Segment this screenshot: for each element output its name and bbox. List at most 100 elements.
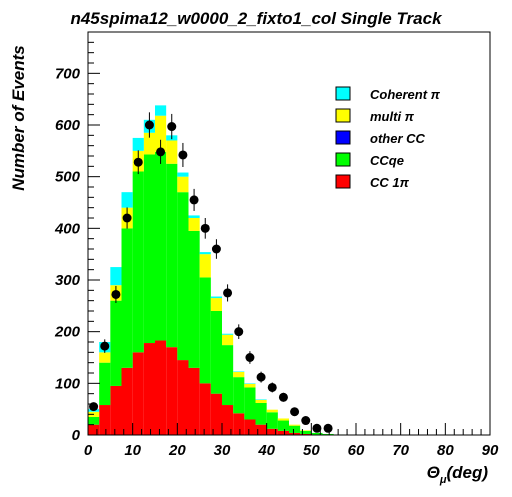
data-point <box>156 147 166 157</box>
bar-cc-1π-bin-0 <box>88 424 100 435</box>
x-axis-label: Θμ(deg) <box>427 463 489 486</box>
bar-cc-1π-bin-15 <box>255 424 267 435</box>
data-point <box>178 150 188 160</box>
data-point <box>133 157 143 167</box>
bar-ccqe-bin-18 <box>289 425 301 433</box>
bar-cc-1π-bin-7 <box>166 347 178 435</box>
bar-multi-π-bin-16 <box>266 409 278 413</box>
y-tick-label: 200 <box>54 324 81 341</box>
y-tick-label: 400 <box>54 220 81 237</box>
bar-multi-π-bin-6 <box>155 115 167 152</box>
x-tick-label: 80 <box>437 442 454 459</box>
bar-ccqe-bin-2 <box>110 300 122 386</box>
bar-ccqe-bin-6 <box>155 151 167 341</box>
x-tick-label: 30 <box>214 442 231 459</box>
bar-multi-π-bin-5 <box>143 132 155 155</box>
data-point <box>234 327 244 337</box>
legend-swatch <box>335 152 351 167</box>
bar-ccqe-bin-7 <box>166 163 178 348</box>
x-axis: 0 10 20 30 40 50 60 70 80 90 <box>84 423 499 459</box>
bar-coherent-π-bin-15 <box>255 399 267 400</box>
bar-ccqe-bin-16 <box>266 412 278 429</box>
bar-coherent-π-bin-8 <box>177 172 189 177</box>
data-point <box>223 288 233 298</box>
bar-multi-π-bin-10 <box>199 254 211 278</box>
bar-ccqe-bin-1 <box>99 362 111 406</box>
bar-cc-1π-bin-19 <box>300 433 312 435</box>
bars-group <box>88 105 345 435</box>
x-tick-label: 10 <box>124 442 141 459</box>
bar-cc-1π-bin-16 <box>266 428 278 435</box>
bar-coherent-π-bin-12 <box>222 333 234 335</box>
bar-multi-π-bin-18 <box>289 424 301 426</box>
bar-multi-π-bin-9 <box>188 218 200 231</box>
y-tick-label: 500 <box>55 169 81 186</box>
bar-ccqe-bin-12 <box>222 345 234 406</box>
bar-ccqe-bin-8 <box>177 192 189 361</box>
plot-frame <box>87 31 491 436</box>
bar-ccqe-bin-3 <box>121 228 133 368</box>
bar-cc-1π-bin-8 <box>177 360 189 435</box>
legend-label: CC 1π <box>370 175 410 190</box>
x-tick-label: 50 <box>303 442 320 459</box>
data-point <box>301 416 311 426</box>
x-tick-label: 60 <box>348 442 365 459</box>
data-point <box>189 195 199 205</box>
bar-coherent-π-bin-11 <box>210 296 222 299</box>
legend-label: other CC <box>370 131 426 146</box>
x-axis-label-mu: μ <box>439 474 447 486</box>
legend-label: multi π <box>370 109 415 124</box>
legend: Coherent π multi π other CC CCqe CC 1π <box>335 86 441 190</box>
bar-multi-π-bin-8 <box>177 176 189 193</box>
bar-ccqe-bin-14 <box>244 387 256 420</box>
bar-cc-1π-bin-1 <box>99 405 111 435</box>
bar-ccqe-bin-17 <box>277 420 289 431</box>
bar-coherent-π-bin-2 <box>110 267 122 286</box>
data-point <box>245 353 255 362</box>
legend-swatch <box>335 108 351 123</box>
bar-cc-1π-bin-18 <box>289 432 301 435</box>
y-axis: 0 100 200 300 400 500 600 700 <box>54 31 100 444</box>
chart-title: n45spima12_w0000_2_fixto1_col Single Tra… <box>70 9 443 28</box>
bar-coherent-π-bin-13 <box>233 371 245 372</box>
bar-cc-1π-bin-13 <box>233 413 245 435</box>
data-point <box>290 407 300 417</box>
bar-multi-π-bin-1 <box>99 352 111 363</box>
bar-multi-π-bin-15 <box>255 399 267 403</box>
bar-coherent-π-bin-4 <box>132 137 144 151</box>
bar-cc-1π-bin-2 <box>110 385 122 435</box>
bar-coherent-π-bin-10 <box>199 252 211 255</box>
data-points-group <box>89 112 333 433</box>
y-tick-label: 100 <box>55 375 81 392</box>
bar-multi-π-bin-12 <box>222 334 234 346</box>
data-point <box>111 289 121 299</box>
bar-ccqe-bin-4 <box>132 171 144 353</box>
bar-ccqe-bin-0 <box>88 416 100 425</box>
y-tick-label: 600 <box>55 117 81 134</box>
bar-coherent-π-bin-9 <box>188 215 200 218</box>
data-point <box>211 244 221 254</box>
bar-ccqe-bin-10 <box>199 277 211 384</box>
bar-ccqe-bin-21 <box>322 433 334 435</box>
y-tick-label: 700 <box>55 65 81 82</box>
y-tick-label: 0 <box>72 427 81 444</box>
bar-ccqe-bin-5 <box>143 154 155 344</box>
x-tick-label: 20 <box>168 442 186 459</box>
bar-cc-1π-bin-10 <box>199 383 211 435</box>
bar-cc-1π-bin-6 <box>155 340 167 435</box>
bar-multi-π-bin-13 <box>233 371 245 378</box>
bar-multi-π-bin-11 <box>210 298 222 311</box>
bar-ccqe-bin-13 <box>233 377 245 414</box>
bar-multi-π-bin-7 <box>166 140 178 164</box>
data-point <box>267 382 277 392</box>
bar-coherent-π-bin-14 <box>244 383 256 384</box>
x-tick-label: 70 <box>392 442 409 459</box>
bar-ccqe-bin-15 <box>255 402 267 425</box>
data-point <box>278 392 288 402</box>
data-point <box>144 120 154 130</box>
bar-ccqe-bin-20 <box>311 432 323 435</box>
x-tick-label: 40 <box>257 442 275 459</box>
x-axis-label-theta: Θ <box>427 463 440 482</box>
bar-cc-1π-bin-12 <box>222 405 234 435</box>
